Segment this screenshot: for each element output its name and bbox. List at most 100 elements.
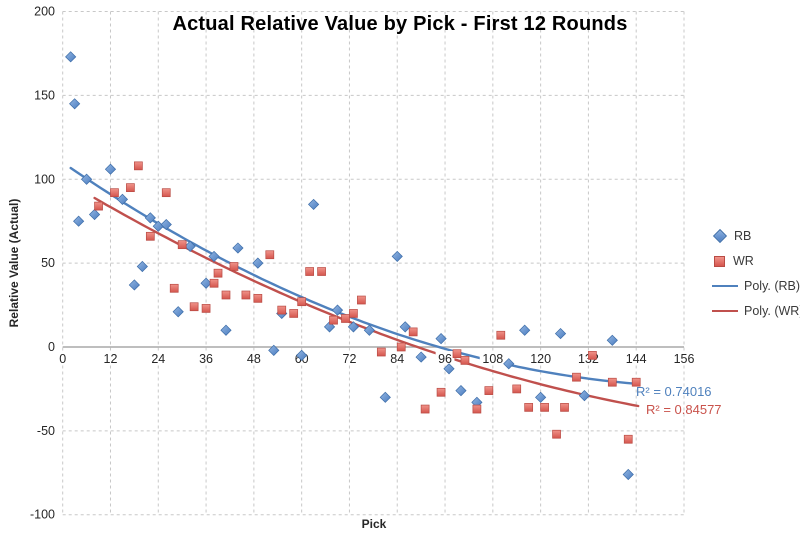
rb-diamond-icon: [712, 228, 728, 244]
chart-title: Actual Relative Value by Pick - First 12…: [172, 13, 628, 35]
rb-data-point: [208, 250, 220, 263]
legend: RB WR Poly. (RB) Poly. (WR): [712, 228, 800, 318]
rb-data-point: [268, 344, 280, 356]
r-squared-label-wr: R² = 0.84577: [646, 402, 722, 417]
wr-data-point: [134, 161, 143, 171]
legend-label-rb: RB: [734, 229, 752, 243]
rb-data-point: [184, 240, 196, 252]
poly-rb-line-icon: [712, 285, 738, 287]
wr-data-point: [161, 188, 171, 198]
wr-data-point: [189, 302, 199, 312]
rb-data-point: [554, 327, 567, 340]
wr-data-point: [169, 283, 179, 293]
wr-data-point: [524, 403, 534, 412]
x-tick-label: 96: [438, 352, 452, 366]
y-tick-label: 200: [34, 5, 55, 19]
legend-item-rb[interactable]: RB: [712, 228, 800, 244]
x-tick-backing: [670, 351, 698, 365]
rb-data-point: [443, 363, 455, 375]
rb-data-point: [323, 321, 336, 333]
legend-label-poly-rb: Poly. (RB): [744, 279, 800, 293]
y-axis-title: Relative Value (Actual): [7, 198, 21, 328]
rb-data-point: [379, 391, 391, 403]
rb-data-point: [347, 321, 360, 333]
wr-data-point: [241, 290, 251, 300]
wr-data-point: [357, 295, 366, 305]
wr-data-point: [201, 304, 211, 313]
rb-data-point: [200, 277, 212, 289]
wr-data-point: [209, 278, 219, 288]
x-tick-backing: [57, 351, 69, 365]
x-tick-label: 120: [530, 352, 551, 366]
wr-data-point: [588, 351, 597, 360]
rb-data-point: [144, 212, 156, 224]
wr-data-point: [607, 377, 617, 387]
wr-data-point: [341, 314, 350, 323]
x-tick-backing: [101, 351, 120, 365]
rb-data-point: [503, 358, 515, 370]
x-tick-label: 12: [104, 352, 118, 366]
wr-data-point: [552, 429, 561, 439]
rb-data-point: [69, 98, 81, 110]
wr-data-point: [460, 356, 470, 365]
x-tick-label: 0: [59, 352, 66, 366]
rb-data-point: [622, 468, 634, 481]
x-axis-title: Pick: [361, 517, 387, 531]
rb-data-point: [220, 324, 232, 336]
legend-item-wr[interactable]: WR: [712, 254, 800, 268]
y-tick-label: 150: [34, 88, 55, 102]
y-tick-label: -50: [37, 424, 55, 438]
wr-data-point: [265, 250, 275, 260]
wr-data-point: [631, 377, 641, 387]
x-tick-label: 72: [343, 352, 357, 366]
wr-data-point: [126, 183, 135, 193]
wr-data-point: [436, 387, 446, 397]
y-tick-label: 100: [34, 172, 55, 186]
rb-data-point: [535, 391, 547, 403]
rb-data-point: [81, 173, 93, 185]
rb-data-point: [296, 349, 308, 361]
poly-wr-line-icon: [712, 310, 738, 312]
legend-item-poly-rb[interactable]: Poly. (RB): [712, 279, 800, 293]
legend-label-wr: WR: [733, 254, 754, 268]
wr-data-point: [317, 267, 326, 276]
x-tick-label: 24: [151, 352, 165, 366]
x-tick-label: 144: [626, 352, 647, 366]
wr-data-point: [484, 386, 494, 395]
wr-data-point: [623, 434, 633, 444]
x-tick-label: 84: [390, 352, 404, 366]
rb-data-point: [65, 51, 77, 63]
rb-data-point: [399, 321, 411, 333]
rb-data-point: [363, 324, 375, 336]
rb-data-point: [116, 193, 129, 205]
rb-data-point: [172, 306, 184, 318]
x-tick-backing: [148, 351, 168, 365]
rb-data-point: [578, 390, 591, 402]
rb-data-point: [160, 218, 172, 231]
legend-label-poly-wr: Poly. (WR): [744, 304, 800, 318]
wr-data-point: [305, 267, 314, 276]
wr-data-point: [289, 309, 299, 318]
wr-data-point: [496, 330, 506, 340]
wr-square-icon: [714, 255, 725, 267]
x-tick-label: 156: [674, 352, 695, 366]
rb-data-point: [252, 257, 264, 269]
wr-data-point: [420, 404, 430, 414]
y-tick-label: 0: [48, 340, 55, 354]
x-tick-backing: [387, 351, 407, 365]
wr-data-point: [277, 305, 287, 315]
rb-data-point: [606, 334, 618, 346]
rb-data-point: [435, 333, 447, 345]
y-tick-label: -100: [30, 508, 55, 522]
wr-data-point: [94, 201, 103, 211]
wr-data-point: [472, 404, 482, 414]
x-tick-label: 36: [199, 352, 213, 366]
x-tick-backing: [244, 351, 264, 365]
wr-data-point: [349, 309, 358, 318]
legend-item-poly-wr[interactable]: Poly. (WR): [712, 304, 800, 318]
wr-data-point: [110, 188, 119, 198]
wr-data-point: [560, 403, 569, 412]
wr-data-point: [512, 384, 522, 394]
